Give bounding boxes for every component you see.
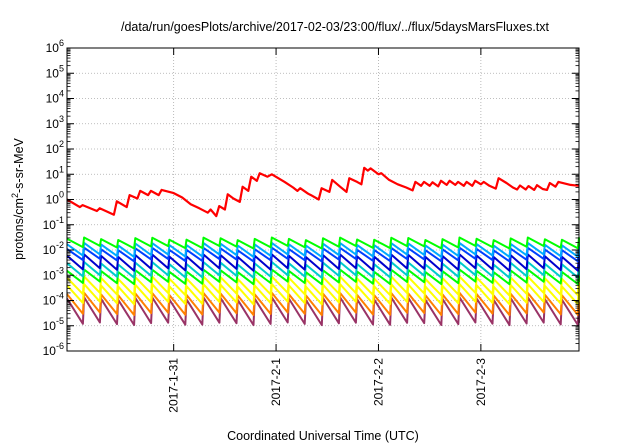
y-tick-label: 10-2 [43,240,64,257]
y-tick-label: 10-3 [43,265,64,282]
y-tick-label: 10-5 [43,316,64,333]
series-line [66,296,580,327]
y-tick-label: 10-6 [43,341,64,358]
series-line [66,166,580,218]
x-tick-label: 2017-2-1 [269,358,283,406]
x-tick-label: 2017-2-3 [474,358,488,406]
x-tick-labels: 2017-1-31 2017-2-1 2017-2-2 2017-2-3 [167,358,488,413]
series-layer [66,166,580,327]
y-tick-label: 103 [46,114,64,131]
series-line [66,291,580,317]
series-line [66,275,580,297]
series-line [66,246,580,263]
y-tick-label: 10-4 [43,291,64,308]
y-tick-label: 102 [46,139,64,156]
series-line [66,268,580,286]
y-axis-title: protons/cm2-s-sr-MeV [10,137,26,259]
series-line [66,261,580,279]
axis-ticks [67,47,579,352]
series-line [66,283,580,306]
y-tick-label: 106 [46,38,64,55]
x-tick-label: 2017-1-31 [167,358,181,413]
y-tick-label: 10-1 [43,215,64,232]
y-tick-label: 104 [46,89,64,106]
y-tick-label: 100 [46,190,64,207]
x-axis-title: Coordinated Universal Time (UTC) [227,429,419,443]
series-line [66,253,580,272]
series-line [66,236,580,250]
y-tick-label: 101 [46,164,64,181]
chart-title: /data/run/goesPlots/archive/2017-02-03/2… [121,20,550,34]
y-tick-label: 105 [46,63,64,80]
x-tick-label: 2017-2-2 [371,358,385,406]
series-line [66,241,580,258]
y-tick-labels: 10-6 10-5 10-4 10-3 10-2 10-1 100 101 102 103 104 1… [43,38,64,358]
